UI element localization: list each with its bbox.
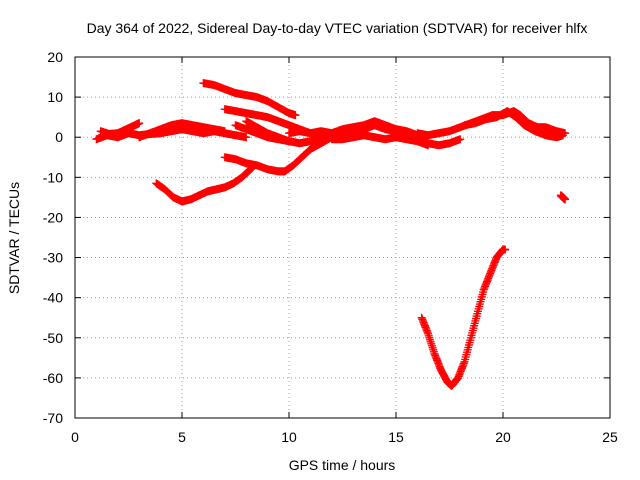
y-tick-label: -10 xyxy=(43,169,63,185)
y-tick-label: -20 xyxy=(43,209,63,225)
data-point xyxy=(456,135,465,144)
data-point xyxy=(220,127,229,136)
data-point xyxy=(242,133,251,142)
series-arc11 xyxy=(327,131,433,150)
y-tick-label: -50 xyxy=(43,330,63,346)
data-point xyxy=(135,119,144,128)
series-arc3 xyxy=(135,119,229,142)
x-axis-label: GPS time / hours xyxy=(289,457,396,473)
chart-title: Day 364 of 2022, Sidereal Day-to-day VTE… xyxy=(87,20,588,36)
x-tick-label: 10 xyxy=(281,429,297,445)
y-tick-label: 20 xyxy=(47,49,63,65)
plot-frame xyxy=(74,56,611,419)
y-tick-label: -70 xyxy=(43,410,63,426)
y-tick-label: -40 xyxy=(43,290,63,306)
grid xyxy=(75,57,610,418)
y-tick-label: -60 xyxy=(43,370,63,386)
x-tick-label: 15 xyxy=(388,429,404,445)
y-tick-label: 0 xyxy=(55,129,63,145)
data-points xyxy=(92,79,570,390)
series-arc14 xyxy=(460,107,567,142)
series-arc15 xyxy=(556,191,570,204)
x-tick-label: 20 xyxy=(495,429,511,445)
data-point xyxy=(558,131,567,140)
y-tick-label: -30 xyxy=(43,250,63,266)
x-tick-label: 25 xyxy=(602,429,618,445)
series-arc4 xyxy=(152,163,257,206)
y-tick-label: 10 xyxy=(47,89,63,105)
x-tick-label: 5 xyxy=(178,429,186,445)
series-arc12 xyxy=(417,245,510,390)
data-point xyxy=(291,111,300,120)
axis-ticks: 0 5 10 15 20 25 20 10 0 -10 -20 -30 -40 -50 -60 -70 xyxy=(43,49,618,445)
data-point xyxy=(561,195,570,204)
data-point xyxy=(424,141,433,150)
x-tick-label: 0 xyxy=(71,429,79,445)
series-arc5 xyxy=(199,79,300,120)
series-arc2 xyxy=(96,119,144,139)
data-point xyxy=(501,245,510,254)
y-axis-label: SDTVAR / TECUs xyxy=(6,182,22,294)
